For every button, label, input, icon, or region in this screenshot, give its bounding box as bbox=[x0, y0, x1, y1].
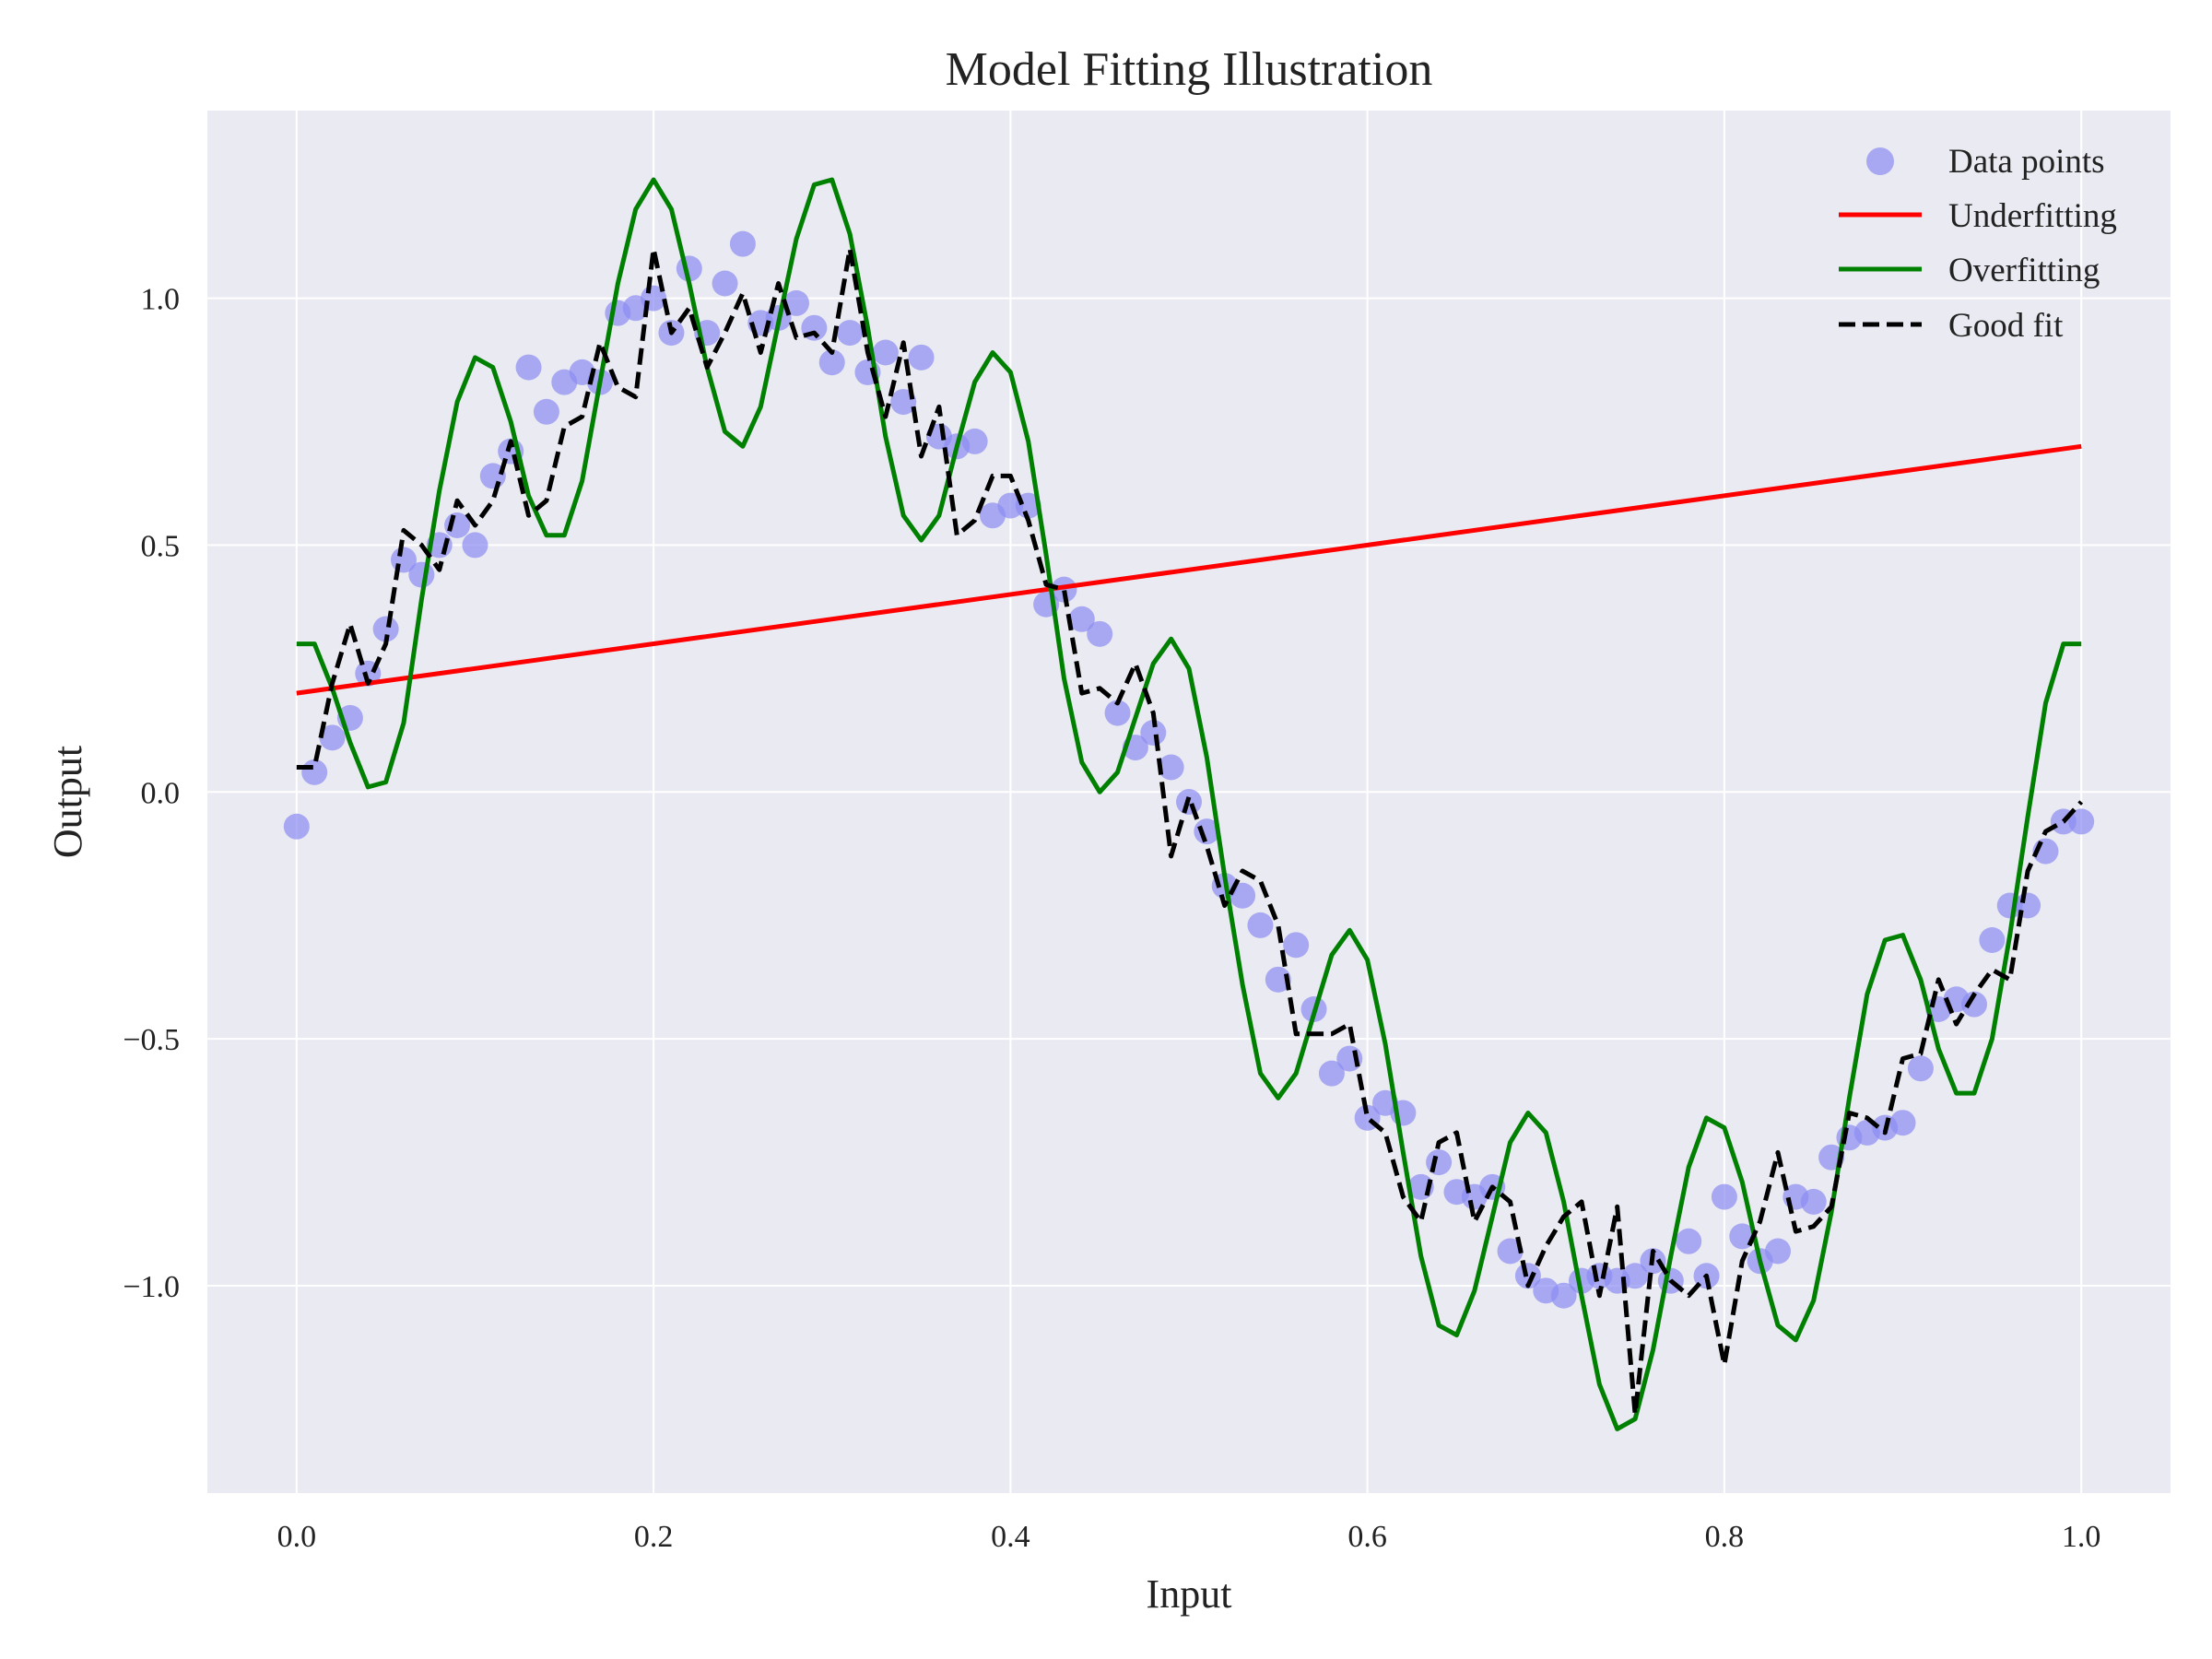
overfitting-line bbox=[296, 177, 2082, 1431]
data-point bbox=[1194, 818, 1220, 845]
y-tick-label: 0.5 bbox=[141, 529, 181, 563]
chart-title: Model Fitting Illustration bbox=[946, 43, 1433, 96]
data-point bbox=[1140, 720, 1167, 746]
data-point bbox=[1889, 1110, 1916, 1136]
data-point bbox=[462, 532, 488, 559]
data-point bbox=[783, 289, 809, 316]
data-point bbox=[729, 230, 756, 257]
x-tick-label: 0.2 bbox=[634, 1520, 674, 1554]
data-point bbox=[997, 492, 1024, 519]
x-tick-label: 0.4 bbox=[991, 1520, 1030, 1554]
data-point bbox=[961, 428, 988, 454]
underfitting-line bbox=[296, 443, 2082, 696]
data-point bbox=[1230, 882, 1256, 909]
legend-label-data-points: Data points bbox=[1948, 143, 2105, 181]
data-point bbox=[872, 339, 899, 366]
data-point bbox=[1068, 606, 1095, 632]
data-point bbox=[515, 354, 542, 381]
data-point bbox=[1676, 1228, 1702, 1254]
legend: Data points Underfitting Overfitting Goo… bbox=[1839, 143, 2117, 345]
good-fit-line bbox=[296, 246, 2084, 1417]
x-tick-label: 0.8 bbox=[1705, 1520, 1745, 1554]
data-point bbox=[908, 344, 935, 371]
tick-labels: 0.0 0.2 0.4 0.6 0.8 1.0 1.0 0.5 0.0 −0.5 −1.0 bbox=[123, 283, 2100, 1554]
data-point bbox=[533, 398, 559, 425]
data-point bbox=[1711, 1183, 1737, 1210]
data-point bbox=[372, 616, 399, 642]
data-point bbox=[1979, 927, 2006, 953]
legend-label-overfitting: Overfitting bbox=[1948, 252, 2100, 289]
y-tick-label: 0.0 bbox=[141, 776, 181, 810]
data-point bbox=[319, 724, 346, 751]
data-point bbox=[1247, 912, 1274, 938]
data-point bbox=[1907, 1055, 1934, 1082]
data-point bbox=[1961, 991, 1987, 1018]
data-point bbox=[1622, 1263, 1649, 1289]
data-point bbox=[1336, 1045, 1363, 1072]
y-tick-label: −1.0 bbox=[123, 1270, 180, 1304]
x-tick-label: 0.0 bbox=[277, 1520, 317, 1554]
data-point bbox=[1800, 1188, 1827, 1215]
y-tick-label: 1.0 bbox=[141, 283, 181, 317]
data-point bbox=[712, 270, 738, 297]
data-point bbox=[837, 320, 864, 347]
data-point bbox=[408, 561, 435, 588]
x-tick-label: 0.6 bbox=[1347, 1520, 1387, 1554]
data-point bbox=[1265, 966, 1291, 993]
series-layer bbox=[283, 177, 2095, 1431]
x-tick-label: 1.0 bbox=[2062, 1520, 2101, 1554]
data-point bbox=[1550, 1282, 1577, 1309]
data-point bbox=[1497, 1238, 1524, 1265]
data-point bbox=[1104, 700, 1131, 726]
data-point bbox=[818, 349, 845, 376]
data-point bbox=[1158, 754, 1184, 781]
data-point bbox=[1426, 1149, 1453, 1176]
grid bbox=[207, 111, 2171, 1493]
data-point bbox=[1318, 1060, 1345, 1087]
legend-label-good-fit: Good fit bbox=[1948, 307, 2064, 345]
data-point bbox=[1283, 932, 1310, 959]
data-point bbox=[1087, 620, 1113, 647]
data-point bbox=[1765, 1238, 1791, 1265]
data-point bbox=[2068, 808, 2095, 835]
y-axis-label: Output bbox=[45, 746, 90, 858]
y-tick-label: −0.5 bbox=[123, 1023, 180, 1057]
legend-label-underfitting: Underfitting bbox=[1948, 197, 2117, 235]
x-axis-label: Input bbox=[1147, 1571, 1232, 1617]
data-point bbox=[301, 759, 328, 785]
data-point bbox=[283, 813, 310, 840]
data-point bbox=[1051, 576, 1077, 603]
legend-marker-data-points bbox=[1866, 147, 1894, 175]
